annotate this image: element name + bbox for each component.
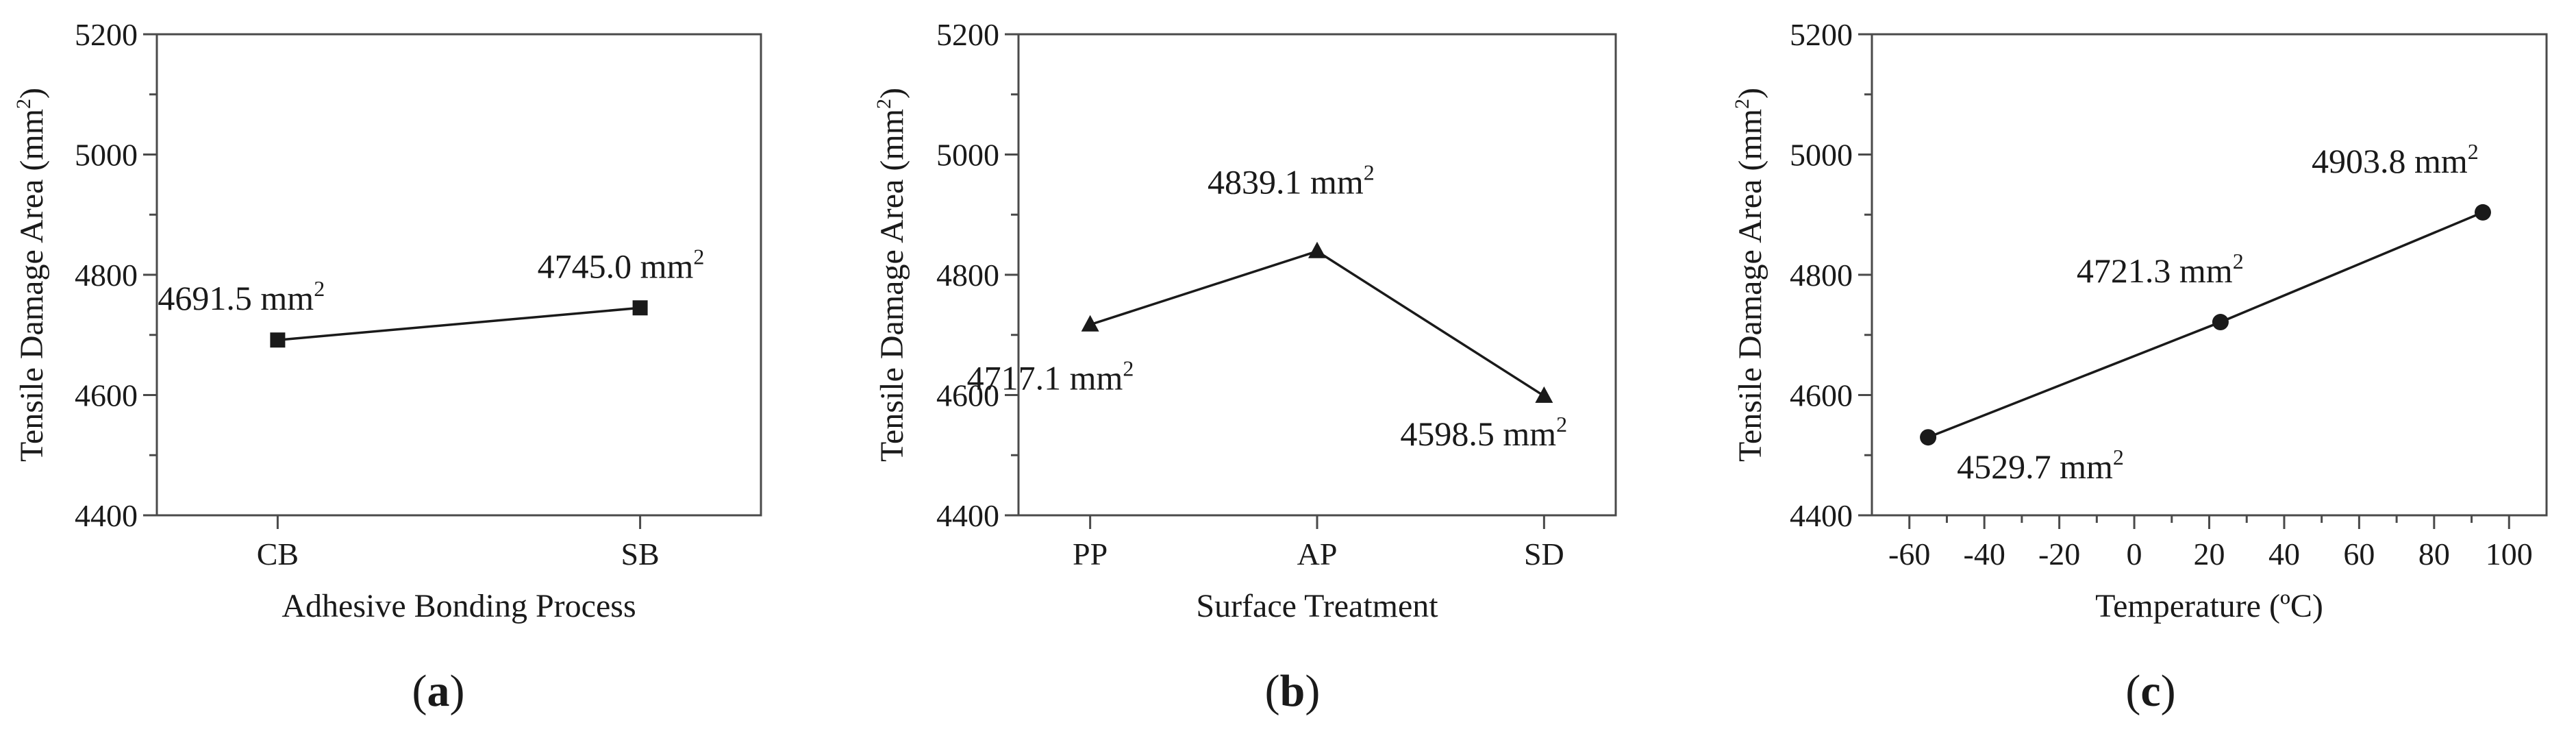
- x-axis-title-c: Temperature (ºC): [2095, 588, 2323, 624]
- x-tick-label-c: -20: [2038, 537, 2080, 571]
- y-axis-title-c: Tensile Damage Area (mm2): [1731, 88, 1768, 462]
- y-tick-label-c: 4400: [1790, 498, 1853, 533]
- data-point-triangle-b: [1308, 241, 1326, 258]
- data-label-c: 4721.3 mm2: [2077, 249, 2244, 290]
- data-point-circle-c: [2212, 314, 2229, 331]
- y-tick-label-a: 4400: [75, 498, 138, 533]
- data-point-square-a: [270, 332, 286, 348]
- y-tick-label-b: 5000: [936, 138, 999, 173]
- x-tick-label-c: 60: [2343, 537, 2375, 571]
- y-tick-label-b: 4400: [936, 498, 999, 533]
- panel-label-b: (b): [1265, 666, 1321, 716]
- x-tick-label-a: CB: [257, 537, 299, 571]
- x-axis-title-b: Surface Treatment: [1196, 588, 1438, 624]
- y-axis-title-a: Tensile Damage Area (mm2): [12, 88, 50, 462]
- panel-label-a: (a): [412, 666, 465, 716]
- data-label-c: 4529.7 mm2: [1957, 445, 2124, 486]
- y-tick-label-a: 5200: [75, 17, 138, 52]
- data-label-b: 4839.1 mm2: [1208, 160, 1375, 201]
- x-tick-label-b: AP: [1297, 537, 1338, 571]
- data-point-triangle-b: [1081, 315, 1099, 332]
- x-axis-title-a: Adhesive Bonding Process: [282, 588, 636, 624]
- x-tick-label-c: 100: [2486, 537, 2533, 571]
- x-tick-label-c: -40: [1964, 537, 2005, 571]
- y-tick-label-b: 4600: [936, 378, 999, 413]
- y-tick-label-c: 5000: [1790, 138, 1853, 173]
- data-label-a: 4691.5 mm2: [158, 276, 325, 317]
- x-tick-label-c: 80: [2418, 537, 2450, 571]
- series-line-b: [1090, 249, 1545, 397]
- y-tick-label-a: 5000: [75, 138, 138, 173]
- series-line-a: [277, 306, 640, 341]
- y-tick-label-c: 5200: [1790, 17, 1853, 52]
- y-tick-label-b: 5200: [936, 17, 999, 52]
- y-tick-label-b: 4800: [936, 258, 999, 293]
- data-label-b: 4598.5 mm2: [1400, 412, 1567, 453]
- data-point-circle-c: [1920, 429, 1937, 446]
- x-tick-label-b: SD: [1524, 537, 1564, 571]
- y-tick-label-a: 4600: [75, 378, 138, 413]
- data-point-square-a: [632, 300, 648, 316]
- panel-label-c: (c): [2125, 666, 2175, 716]
- x-tick-label-c: -60: [1888, 537, 1930, 571]
- data-point-circle-c: [2474, 204, 2491, 221]
- x-tick-label-a: SB: [621, 537, 659, 571]
- y-axis-title-b: Tensile Damage Area (mm2): [873, 88, 910, 462]
- y-tick-label-a: 4800: [75, 258, 138, 293]
- x-tick-label-c: 0: [2127, 537, 2142, 571]
- series-line-c: [1927, 211, 2484, 439]
- data-label-c: 4903.8 mm2: [2312, 139, 2479, 180]
- data-label-b: 4717.1 mm2: [967, 356, 1134, 397]
- data-point-triangle-b: [1535, 386, 1553, 403]
- y-tick-label-c: 4600: [1790, 378, 1853, 413]
- x-tick-label-c: 40: [2268, 537, 2300, 571]
- data-label-a: 4745.0 mm2: [538, 244, 705, 285]
- x-tick-label-b: PP: [1073, 537, 1108, 571]
- y-tick-label-c: 4800: [1790, 258, 1853, 293]
- x-tick-label-c: 20: [2194, 537, 2225, 571]
